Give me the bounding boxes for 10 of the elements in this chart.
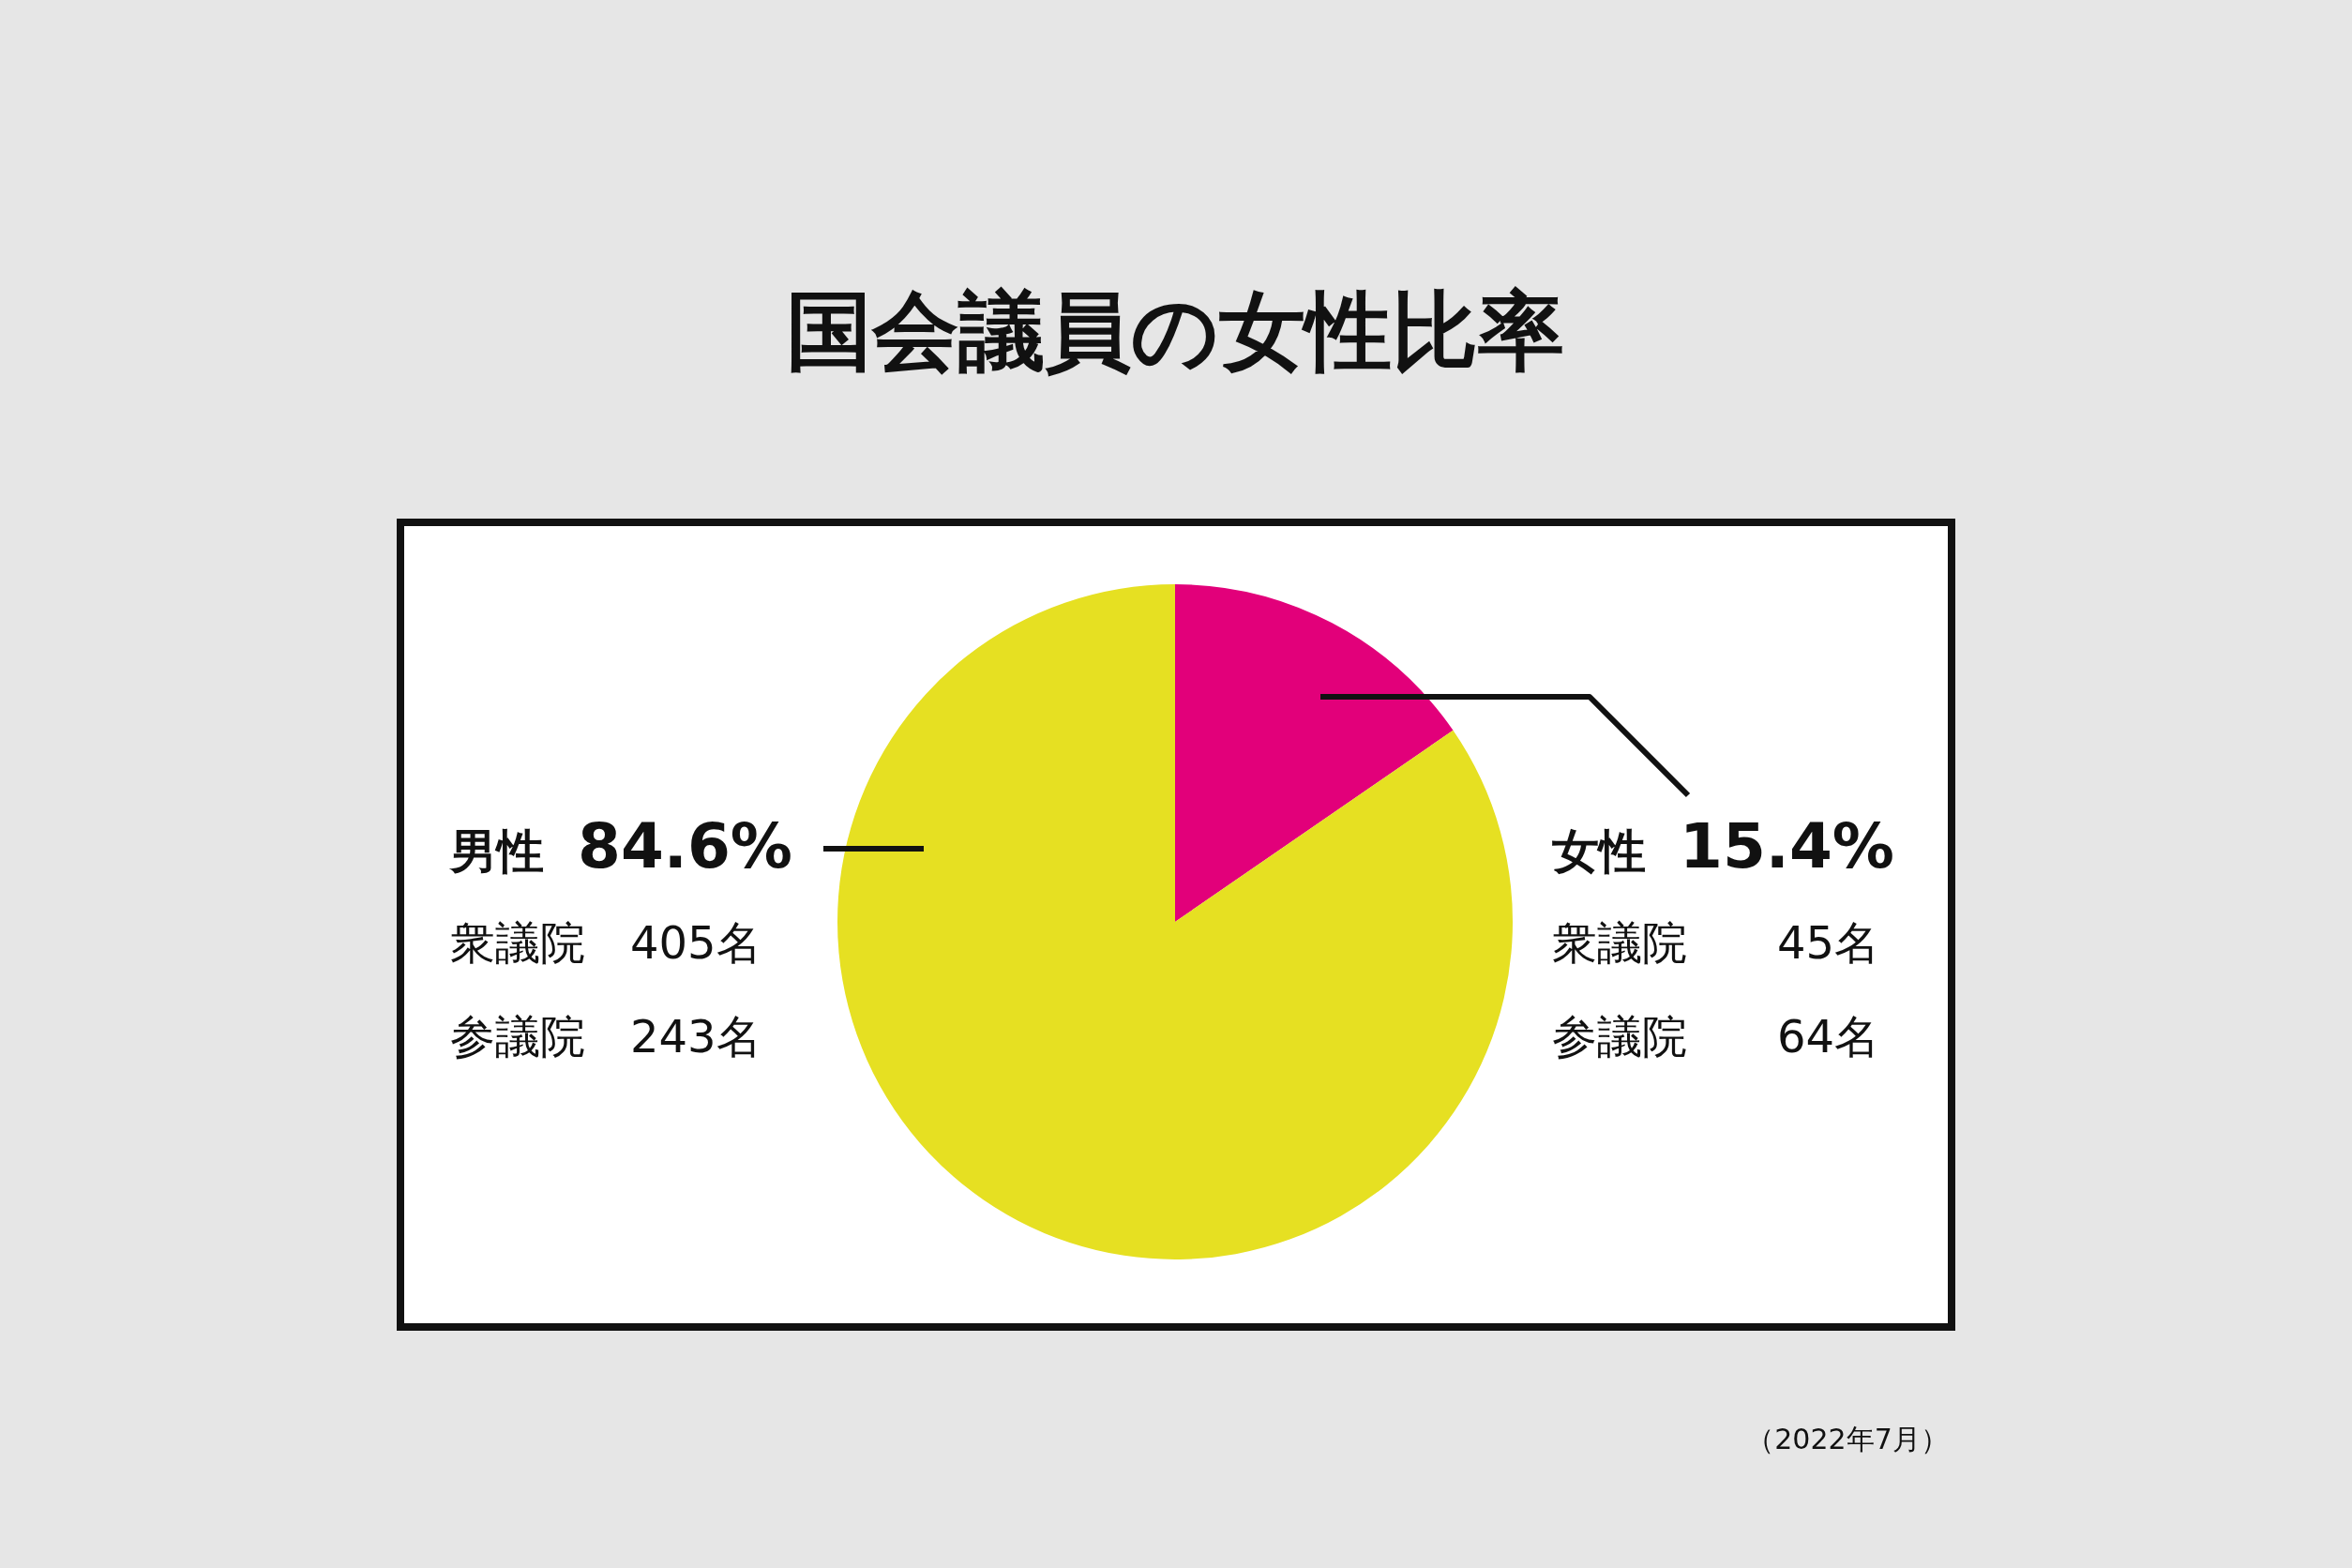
text: 参議院 243名 — [450, 1010, 761, 1063]
data-label: 15.4% — [1680, 810, 1894, 882]
text: 衆議院 45名 — [1552, 916, 1880, 969]
text: 参議院 64名 — [1552, 1010, 1880, 1063]
chart-title: 国会議員の女性比率 — [786, 281, 1564, 382]
slice-label: 男性 — [448, 824, 544, 879]
text: 衆議院 405名 — [450, 916, 761, 969]
data-label: 84.6% — [578, 810, 792, 882]
text: （2022年7月） — [1746, 1423, 1949, 1455]
slice-label: 女性 — [1551, 824, 1646, 879]
